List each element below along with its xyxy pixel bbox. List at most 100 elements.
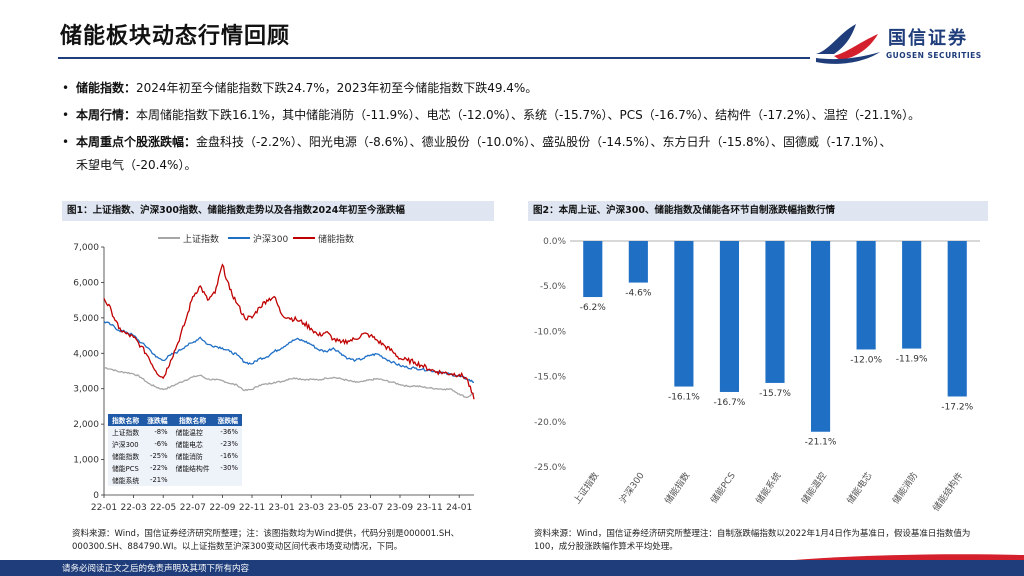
table-cell: -25%	[143, 450, 172, 462]
table-cell: -16%	[213, 450, 242, 462]
table-cell: 上证指数	[108, 426, 144, 438]
bullet-text: 本周储能指数下跌16.1%，其中储能消防（-11.9%）、电芯（-12.0%）、…	[136, 108, 921, 122]
table-header-cell: 涨跌幅	[143, 414, 172, 426]
table-cell: 沪深300	[108, 438, 144, 450]
bullet-label: 储能指数：	[76, 81, 137, 95]
table-cell: 储能指数	[108, 450, 144, 462]
table-header-row: 指数名称 涨跌幅 指数名称 涨跌幅	[108, 414, 242, 426]
bar-value-label: -21.1%	[805, 438, 837, 448]
figure1-source: 资料来源：Wind，国信证券经济研究所整理；注：该图指数均为Wind提供，代码分…	[72, 529, 460, 552]
y-tick-label: 5,000	[73, 314, 99, 324]
y-tick-label: 2,000	[73, 420, 99, 430]
bullet-label: 本周重点个股涨跌幅：	[76, 135, 197, 149]
x-tick-label: 22-11	[239, 503, 265, 513]
x-tick-label: 22-03	[121, 503, 147, 513]
y-tick-label: 3,000	[73, 385, 99, 395]
bar	[628, 241, 648, 283]
table-cell: -8%	[143, 426, 172, 438]
y-tick-label: 1,000	[73, 456, 99, 466]
series-line-2	[103, 320, 475, 383]
bar	[902, 241, 922, 349]
bar-chart: 0.0% -5.0% -10.0% -15.0% -20.0% -25.0% -6.2% 上证…	[534, 237, 980, 514]
figure1-title: 图1：上证指数、沪深300指数、储能指数走势以及各指数2024年初至今涨跌幅	[62, 201, 494, 221]
y-tick-label: 6,000	[73, 278, 99, 288]
x-tick-label: 22-09	[209, 503, 235, 513]
bullet-continuation: 禾望电气（-20.4%）。	[76, 158, 197, 172]
x-tick-label: 储能系统	[753, 470, 783, 506]
y-tick-label: -20.0%	[534, 418, 566, 428]
figure2-source: 资料来源：Wind，国信证券经济研究所整理注：自制涨跌幅指数以2022年1月4日…	[534, 529, 971, 552]
y-tick-label: -25.0%	[534, 463, 566, 473]
table-cell: -30%	[213, 462, 242, 474]
x-tick-label: 23-03	[298, 503, 324, 513]
figure2-title: 图2：本周上证、沪深300、储能指数及储能各环节自制涨跌幅指数行情	[528, 201, 988, 221]
bullet-weekly: 本周行情：本周储能指数下跌16.1%，其中储能消防（-11.9%）、电芯（-12…	[62, 107, 992, 123]
table-cell: 储能温控	[171, 426, 214, 438]
x-tick-label: 储能PCS	[708, 470, 738, 506]
x-tick-label: 22-05	[150, 503, 176, 513]
y-tick-label: -15.0%	[534, 373, 566, 383]
footer-disclaimer: 请务必阅读正文之后的免责声明及其项下所有内容	[62, 564, 250, 574]
x-tick-label: 上证指数	[571, 470, 601, 506]
legend-label: 储能指数	[318, 233, 354, 245]
y-tick-label: -5.0%	[540, 282, 567, 292]
table-row: 储能系统 -21%	[108, 474, 242, 486]
x-tick-label: 24-01	[446, 503, 472, 513]
logo-cn-text: 国信证券	[888, 28, 968, 49]
legend-label: 上证指数	[183, 233, 219, 245]
bar	[810, 241, 831, 432]
bar-value-label: -4.6%	[625, 289, 652, 299]
guosen-logo-icon	[816, 24, 880, 64]
table-header-cell: 指数名称	[108, 414, 144, 426]
bullet-label: 本周行情：	[76, 108, 137, 122]
table-cell: 储能电芯	[171, 438, 214, 450]
table-cell: 储能PCS	[108, 462, 144, 474]
bar	[674, 241, 694, 387]
x-tick-label: 储能消防	[890, 470, 920, 506]
x-tick-label: 23-05	[328, 503, 354, 513]
x-tick-label: 储能温控	[799, 470, 829, 506]
bullet-text: 2024年初至今储能指数下跌24.7%，2023年初至今储能指数下跌49.4%。	[136, 81, 538, 95]
series-line-3	[103, 263, 475, 400]
line-chart: 0 1,000 2,000 3,000 4,000 5,000 6,000 7,000 22-0…	[73, 233, 475, 513]
change-table: 指数名称 涨跌幅 指数名称 涨跌幅 上证指数 -8% 储能温控 -36% 沪深3…	[108, 414, 242, 486]
bar	[765, 241, 785, 383]
table-cell: 储能系统	[108, 474, 144, 486]
bullet-text: 金盘科技（-2.2%）、阳光电源（-8.6%）、德业股份（-10.0%）、盛弘股…	[196, 135, 892, 149]
title-rule	[58, 57, 810, 59]
bar	[947, 241, 967, 397]
bar	[719, 241, 740, 392]
x-tick-label: 23-11	[417, 503, 443, 513]
x-tick-label: 22-01	[91, 503, 117, 513]
bullet-stocks: 本周重点个股涨跌幅：金盘科技（-2.2%）、阳光电源（-8.6%）、德业股份（-…	[62, 134, 992, 173]
bar-value-label: -6.2%	[580, 303, 607, 313]
x-tick-label: 储能电芯	[844, 470, 874, 506]
y-tick-label: -10.0%	[534, 327, 566, 337]
x-tick-label: 储能结构件	[930, 470, 966, 514]
x-tick-label: 22-07	[180, 503, 206, 513]
summary-bullets: 储能指数：2024年初至今储能指数下跌24.7%，2023年初至今储能指数下跌4…	[62, 80, 992, 184]
table-cell: -6%	[143, 438, 172, 450]
table-cell: -36%	[213, 426, 242, 438]
table-row: 沪深300 -6% 储能电芯 -23%	[108, 438, 242, 450]
x-tick-label: 沪深300	[617, 470, 647, 506]
table-cell	[213, 474, 242, 486]
table-cell: -21%	[143, 474, 172, 486]
table-row: 上证指数 -8% 储能温控 -36%	[108, 426, 242, 438]
table-cell: -22%	[143, 462, 172, 474]
table-cell	[171, 474, 214, 486]
bar	[856, 241, 876, 350]
x-tick-label: 23-01	[269, 503, 295, 513]
table-header-cell: 指数名称	[171, 414, 214, 426]
table-row: 储能PCS -22% 储能结构件 -30%	[108, 462, 242, 474]
y-tick-label: 4,000	[73, 349, 99, 359]
bar-value-label: -17.2%	[941, 402, 973, 412]
footer-bar: 请务必阅读正文之后的免责声明及其项下所有内容	[0, 560, 1024, 576]
x-tick-label: 23-09	[387, 503, 413, 513]
bar-value-label: -11.9%	[896, 355, 928, 365]
y-tick-label: 7,000	[73, 243, 99, 253]
bar-value-label: -12.0%	[850, 355, 882, 365]
bullet-index: 储能指数：2024年初至今储能指数下跌24.7%，2023年初至今储能指数下跌4…	[62, 80, 992, 96]
series-line-1	[103, 366, 475, 399]
table-cell: 储能消防	[171, 450, 214, 462]
